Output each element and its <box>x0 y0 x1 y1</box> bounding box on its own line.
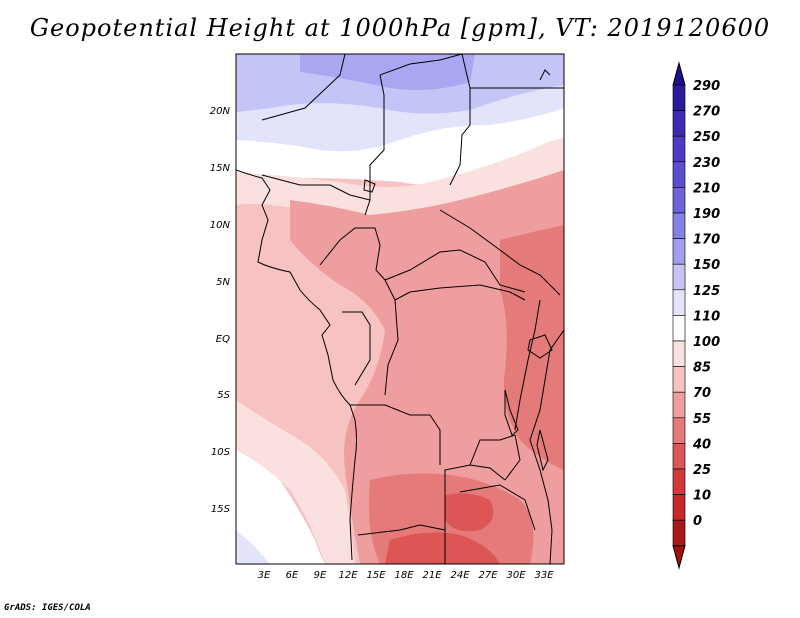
colorbar-swatch <box>672 187 686 214</box>
footer-credit: GrADS: IGES/COLA <box>4 603 91 613</box>
colorbar-swatch <box>672 443 686 470</box>
colorbar-swatch <box>672 212 686 239</box>
lon-label: 21E <box>422 570 442 581</box>
lon-label: 15E <box>366 570 386 581</box>
lon-label: 33E <box>534 570 554 581</box>
lon-label: 3E <box>258 570 271 581</box>
colorbar-swatch <box>672 238 686 265</box>
country-borders <box>236 54 564 564</box>
lon-label: 30E <box>506 570 526 581</box>
border-zambia <box>469 434 521 481</box>
lat-axis: 20N 15N 10N 5N EQ 5S 10S 15S <box>210 106 231 515</box>
colorbar-label: 0 <box>693 514 702 529</box>
colorbar-swatch <box>672 315 686 342</box>
lake-malawi <box>536 429 549 472</box>
lon-label: 9E <box>314 570 327 581</box>
colorbar-label: 70 <box>693 386 711 401</box>
colorbar-swatch <box>672 468 686 495</box>
colorbar-label: 150 <box>693 258 720 273</box>
colorbar-label: 85 <box>693 361 711 376</box>
border-sudan-south <box>439 209 561 296</box>
colorbar-swatch <box>672 84 686 111</box>
border-gabon-congo <box>342 311 371 386</box>
field-sw-blue <box>236 530 270 564</box>
colorbar-swatch <box>672 135 686 163</box>
colorbar-swatch <box>672 417 686 444</box>
map-title: Geopotential Height at 1000hPa [gpm], VT… <box>29 14 771 42</box>
lat-label: 15N <box>210 163 231 174</box>
colorbar-label: 40 <box>692 437 711 452</box>
coastline-west <box>236 169 357 561</box>
field-sw-pink-light <box>236 400 355 564</box>
field-red-dark-2 <box>445 493 494 532</box>
colorbar-swatch <box>672 494 686 521</box>
colorbar-swatch <box>672 391 686 419</box>
border-sahara-3 <box>379 54 463 76</box>
lake-chad <box>363 179 376 193</box>
lat-label: EQ <box>216 334 230 345</box>
field-red-east <box>500 225 564 470</box>
lat-label: 10S <box>211 447 231 458</box>
border-sahara-1 <box>261 54 346 121</box>
colorbar-label: 125 <box>693 284 720 299</box>
height-field <box>236 54 564 564</box>
colorbar-label: 110 <box>693 309 720 324</box>
colorbar-label: 10 <box>693 489 711 504</box>
field-salmon-interior <box>290 170 564 564</box>
border-angola-north <box>350 404 441 465</box>
colorbar-label: 55 <box>693 412 711 427</box>
lat-label: 20N <box>210 106 231 117</box>
lake-tanganyika <box>504 389 519 436</box>
colorbar-bottom-arrow <box>672 545 686 570</box>
border-niger-chad <box>261 174 371 201</box>
lon-label: 12E <box>338 570 358 581</box>
colorbar-label: 250 <box>693 130 720 145</box>
colorbar-swatch <box>672 110 686 137</box>
border-sahara-2 <box>364 74 385 216</box>
lat-label: 5S <box>217 390 230 401</box>
red-sea-coast <box>539 69 551 81</box>
border-east-africa <box>514 299 541 431</box>
lake-victoria <box>527 334 553 359</box>
colorbar-swatch <box>672 263 686 291</box>
colorbar-label: 190 <box>693 207 720 222</box>
colorbar-label: 210 <box>693 181 720 196</box>
colorbar: 2902702502302101901701501251101008570554… <box>672 61 720 570</box>
border-car <box>384 249 526 293</box>
border-nigeria-cameroon <box>319 227 396 301</box>
coastline-east <box>529 329 564 564</box>
lon-label: 27E <box>478 570 498 581</box>
colorbar-swatch <box>672 519 686 547</box>
colorbar-swatch <box>672 340 686 367</box>
colorbar-label: 270 <box>693 105 720 120</box>
lon-label: 6E <box>286 570 299 581</box>
field-white-band <box>236 108 564 186</box>
field-red-dark-core <box>385 532 500 564</box>
lon-axis: 3E 6E 9E 12E 15E 18E 21E 24E 27E 30E 33E <box>258 570 555 581</box>
colorbar-label: 290 <box>693 79 720 94</box>
lat-label: 10N <box>210 220 231 231</box>
map-frame <box>235 53 565 565</box>
colorbar-label: 25 <box>693 463 711 478</box>
colorbar-swatch <box>672 161 686 188</box>
colorbar-label: 170 <box>693 233 720 248</box>
colorbar-label: 100 <box>693 335 720 350</box>
lat-label: 15S <box>211 504 231 515</box>
colorbar-label: 230 <box>693 156 720 171</box>
lon-label: 18E <box>394 570 414 581</box>
lat-label: 5N <box>216 277 230 288</box>
lon-label: 24E <box>450 570 470 581</box>
colorbar-swatch <box>672 289 686 316</box>
colorbar-top-arrow <box>672 61 686 86</box>
border-egypt-sudan <box>449 54 471 186</box>
border-drc-west <box>384 299 399 396</box>
border-drc-north <box>394 284 526 301</box>
colorbar-swatch <box>672 366 686 393</box>
border-zimbabwe <box>459 484 536 531</box>
field-sw-white <box>236 440 325 564</box>
